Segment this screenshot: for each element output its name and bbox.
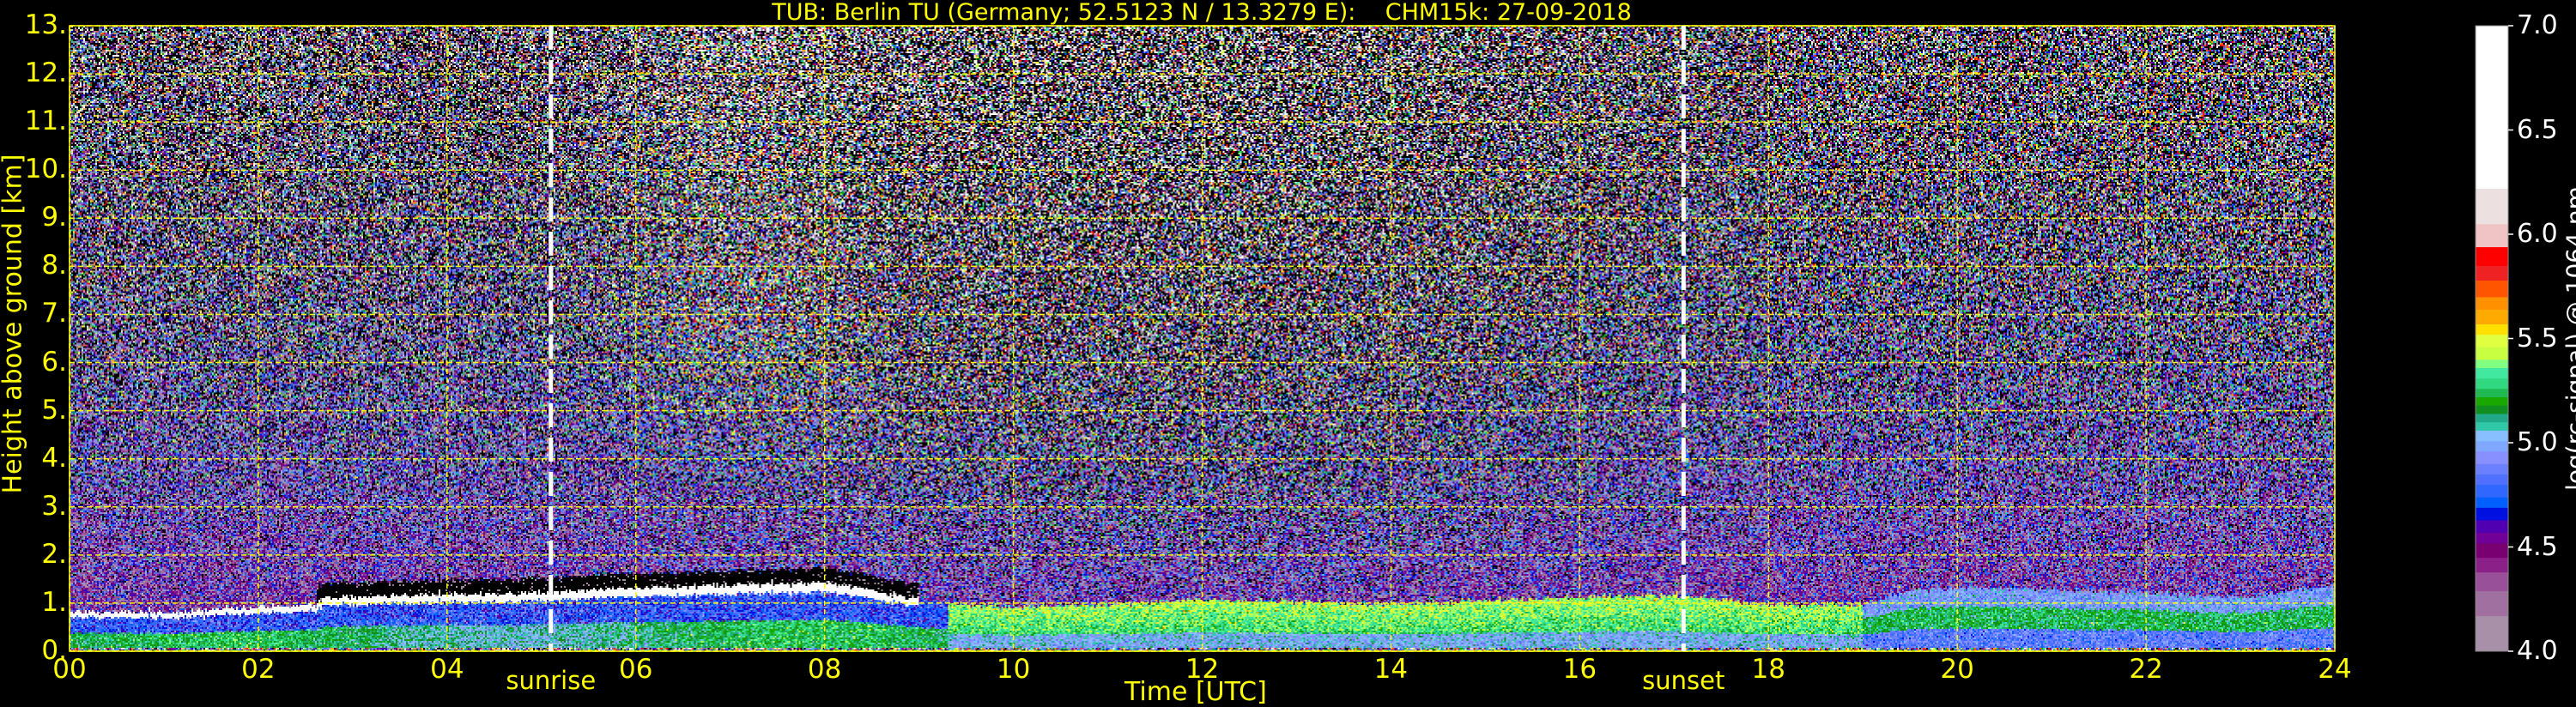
colorbar-segment [2476, 440, 2508, 452]
x-axis-label: Time [UTC] [1124, 677, 1267, 707]
colorbar-segment [2476, 430, 2508, 442]
x-tick-label: 22 [2129, 654, 2163, 685]
x-tick-label: 16 [1562, 654, 1597, 685]
colorbar-segment [2476, 246, 2508, 266]
y-tick-label: 3. [41, 490, 67, 522]
colorbar-segment [2476, 474, 2508, 486]
colorbar-tick-label: 5.0 [2517, 427, 2558, 457]
colorbar-segment [2476, 26, 2508, 190]
x-tick-label: 10 [996, 654, 1031, 685]
x-tick-label: 04 [430, 654, 464, 685]
colorbar-segment [2476, 296, 2508, 310]
colorbar-tick-label: 4.5 [2517, 531, 2558, 562]
y-tick-label: 8. [41, 250, 67, 281]
colorbar-segment [2476, 542, 2508, 559]
colorbar-segment [2476, 309, 2508, 324]
y-tick-label: 12. [24, 57, 67, 89]
x-tick-label: 14 [1373, 654, 1409, 685]
colorbar-segment [2476, 359, 2508, 369]
marker-label-sunrise: sunrise [506, 666, 597, 695]
chart-title: TUB: Berlin TU (Germany; 52.5123 N / 13.… [772, 0, 1632, 26]
colorbar-segment [2476, 334, 2508, 347]
x-tick-label: 24 [2318, 654, 2352, 685]
colorbar-segment [2476, 265, 2508, 281]
colorbar-segment [2476, 280, 2508, 298]
marker-label-sunset: sunset [1642, 666, 1725, 695]
x-tick-label: 08 [807, 654, 842, 685]
y-tick-label: 9. [41, 202, 67, 233]
plot-frame [69, 25, 2336, 652]
y-tick-label: 6. [41, 346, 67, 378]
x-tick-label: 02 [241, 654, 276, 685]
colorbar-segment [2476, 413, 2508, 423]
colorbar-tick-label: 6.0 [2517, 219, 2558, 249]
colorbar-segment [2476, 323, 2508, 335]
x-tick-label: 18 [1751, 654, 1785, 685]
y-tick-label: 4. [41, 442, 67, 474]
colorbar-segment [2476, 388, 2508, 398]
colorbar-segment [2476, 557, 2508, 573]
colorbar-tick-label: 6.5 [2517, 114, 2558, 145]
colorbar-segment [2476, 463, 2508, 474]
colorbar-segment [2476, 223, 2508, 248]
colorbar-segment [2476, 450, 2508, 464]
y-tick-label: 0. [41, 635, 67, 666]
colorbar-label: log(rc-signal) @ 1064 nm [2561, 186, 2576, 491]
colorbar-segment [2476, 367, 2508, 379]
colorbar-segment [2476, 188, 2508, 225]
colorbar-segment [2476, 590, 2508, 617]
colorbar-tick-label: 4.0 [2517, 636, 2558, 666]
colorbar-segment [2476, 571, 2508, 592]
colorbar-segment [2476, 507, 2508, 521]
colorbar-segment [2476, 421, 2508, 431]
y-tick-label: 5. [41, 394, 67, 426]
y-tick-label: 7. [41, 298, 67, 329]
colorbar-segment [2476, 378, 2508, 390]
x-tick-label: 12 [1185, 654, 1220, 685]
y-tick-label: 2. [41, 538, 67, 570]
colorbar-segment [2476, 396, 2508, 406]
colorbar-segment [2476, 405, 2508, 414]
y-tick-label: 10. [24, 154, 67, 185]
y-tick-label: 11. [24, 106, 67, 137]
x-tick-label: 00 [52, 654, 87, 685]
colorbar-segment [2476, 615, 2508, 652]
colorbar-segment [2476, 484, 2508, 498]
colorbar-segment [2476, 532, 2508, 544]
y-tick-label: 13. [24, 9, 67, 40]
x-tick-label: 20 [1940, 654, 1974, 685]
colorbar-segment [2476, 519, 2508, 533]
colorbar-tick-label: 7.0 [2517, 10, 2558, 40]
x-tick-label: 06 [619, 654, 653, 685]
colorbar-tick-label: 5.5 [2517, 323, 2558, 354]
colorbar-segment [2476, 497, 2508, 508]
colorbar-segment [2476, 347, 2508, 360]
y-tick-label: 1. [41, 586, 67, 618]
